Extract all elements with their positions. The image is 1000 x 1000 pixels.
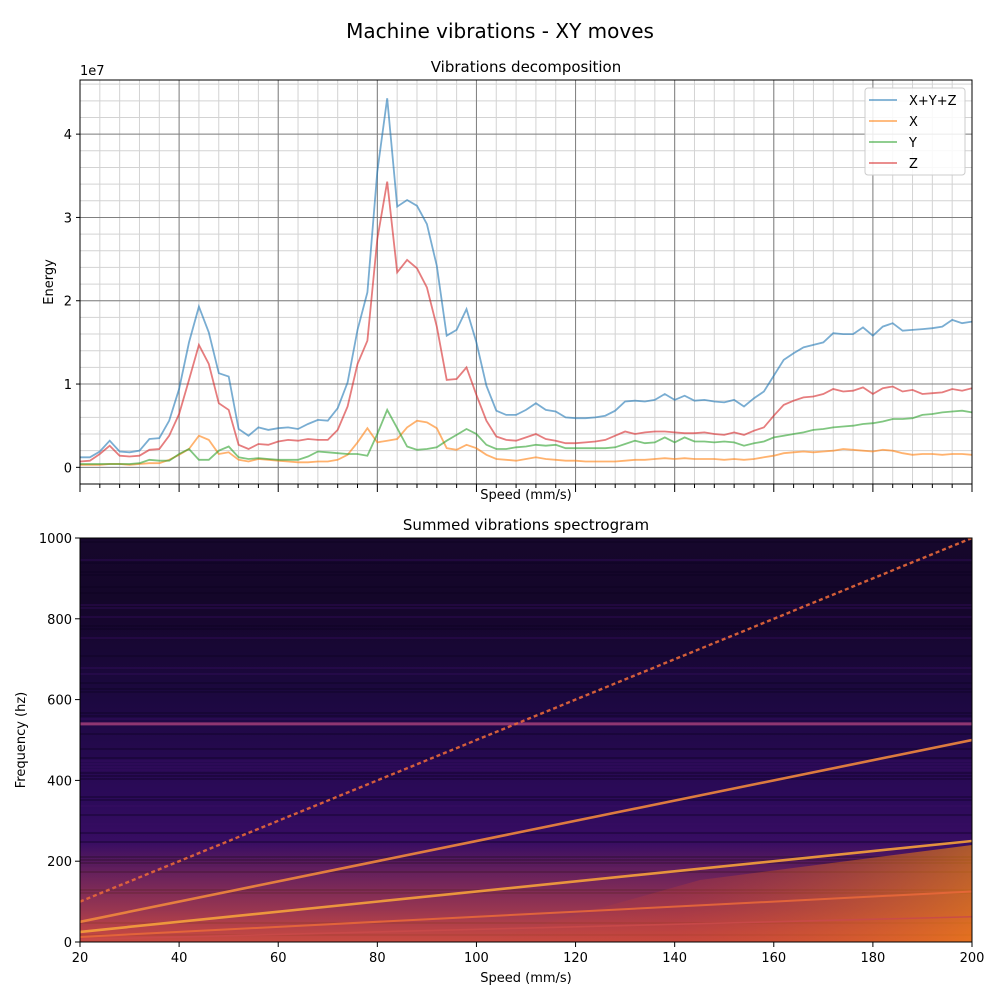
legend-label: X+Y+Z: [909, 94, 957, 109]
y-tick-label: 3: [64, 211, 72, 226]
x-tick-label: 40: [171, 951, 188, 966]
top-axes: Vibrations decomposition 0 1 2 3 4 1e7 Speed…: [42, 58, 973, 503]
top-x-axis-label: Speed (mm/s): [480, 488, 572, 503]
spectrogram-stripe: [80, 775, 972, 777]
y-tick-label: 0: [64, 936, 72, 951]
spectrogram-stripe: [80, 574, 972, 576]
figure-title: Machine vibrations - XY moves: [346, 19, 654, 43]
spectrogram-stripe: [80, 637, 972, 639]
x-tick-label: 60: [270, 951, 287, 966]
bottom-ticks: 20 40 60 80 100 120 140 160 180 200 0 200 400 600 800 1…: [39, 532, 985, 966]
spectrogram-stripe: [80, 772, 972, 774]
spectrogram-stripe: [80, 616, 972, 618]
bottom-y-axis-label: Frequency (hz): [14, 692, 29, 789]
spectrogram-stripe: [80, 760, 972, 762]
spectrogram-stripe: [80, 592, 972, 594]
spectrogram-stripe: [80, 571, 972, 573]
spectrogram-stripe: [80, 763, 972, 765]
spectrogram-stripe: [80, 688, 972, 690]
spectrogram-stripe: [80, 655, 972, 657]
spectrogram-stripe: [80, 541, 972, 543]
y-tick-label: 4: [64, 128, 72, 143]
spectrogram-stripe: [80, 628, 972, 630]
top-plot-area: [80, 80, 972, 484]
legend-label: Y: [908, 136, 917, 151]
top-ticks: 0 1 2 3 4: [64, 128, 973, 492]
spectrogram-stripe: [80, 766, 972, 768]
legend-box: [864, 87, 966, 176]
top-series-lines: [80, 98, 972, 466]
high-speed-glow: [480, 845, 972, 942]
x-tick-label: 180: [860, 951, 885, 966]
x-tick-label: 140: [662, 951, 687, 966]
series-line-x-y-z: [80, 98, 972, 459]
y-tick-label: 1000: [39, 532, 72, 547]
y-tick-label: 400: [47, 774, 72, 789]
bottom-axes-title: Summed vibrations spectrogram: [403, 516, 649, 534]
spectrogram-stripe: [80, 718, 972, 720]
x-tick-label: 20: [72, 951, 89, 966]
spectrogram-stripe: [80, 715, 972, 717]
legend-label: X: [909, 115, 918, 130]
y-tick-label: 600: [47, 694, 72, 709]
spectrogram-stripe: [80, 586, 972, 588]
x-tick-label: 160: [761, 951, 786, 966]
x-tick-label: 200: [960, 951, 985, 966]
top-axes-frame: [79, 79, 973, 485]
spectrogram-stripe: [80, 607, 972, 609]
series-line-x: [80, 419, 972, 466]
x-tick-label: 100: [464, 951, 489, 966]
spectrogram-stripe: [80, 748, 972, 750]
y-tick-label: 200: [47, 855, 72, 870]
x-tick-label: 80: [369, 951, 386, 966]
harmonic-line: [80, 839, 972, 934]
y-tick-label: 2: [64, 295, 72, 310]
spectrogram-image: [80, 538, 972, 942]
y-tick-label: 800: [47, 613, 72, 628]
spectrogram-stripe: [80, 673, 972, 675]
spectrogram-stripe: [80, 778, 972, 780]
spectrogram-stripe: [80, 799, 972, 801]
spectrogram-harmonic-lines: [80, 538, 972, 941]
bottom-x-axis-label: Speed (mm/s): [480, 971, 572, 986]
y-tick-label: 0: [64, 461, 72, 476]
legend-label: Z: [909, 157, 918, 172]
harmonic-line: [80, 915, 972, 941]
spectrogram-stripe: [80, 625, 972, 627]
spectrogram-stripe: [80, 823, 972, 825]
spectrogram-stripe: [80, 805, 972, 807]
spectrogram-stripe: [80, 814, 972, 816]
series-line-z: [80, 181, 972, 463]
spectrogram-stripe: [80, 691, 972, 693]
y-multiplier-label: 1e7: [80, 64, 105, 79]
spectrogram-stripe: [80, 667, 972, 669]
spectrogram-stripe: [80, 832, 972, 834]
spectrogram-stripe: [80, 733, 972, 735]
spectrogram-stripe: [80, 757, 972, 759]
harmonic-line: [80, 890, 972, 938]
bottom-axes-frame: [79, 537, 973, 943]
spectrogram-stripe: [80, 604, 972, 606]
spectrogram-stripe: [80, 682, 972, 684]
top-axes-title: Vibrations decomposition: [431, 58, 622, 76]
series-line-y: [80, 407, 972, 465]
x-tick-label: 120: [563, 951, 588, 966]
spectrogram-stripe: [80, 769, 972, 771]
spectrogram-stripe: [80, 796, 972, 798]
spectrogram-stripe: [80, 559, 972, 561]
y-tick-label: 1: [64, 378, 72, 393]
spectrogram-stripe: [80, 712, 972, 714]
legend: X+Y+Z XYZ: [864, 87, 966, 176]
spectrogram-stripe: [80, 562, 972, 564]
top-y-axis-label: Energy: [42, 259, 57, 305]
harmonic-line: [80, 738, 972, 924]
bottom-axes: Summed vibrations spectrogram 20 40 60 80 10…: [14, 516, 984, 986]
